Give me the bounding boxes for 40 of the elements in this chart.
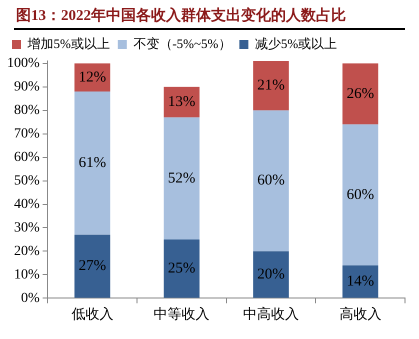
data-label: 13% bbox=[168, 94, 196, 110]
y-tick-label: 20% bbox=[14, 244, 40, 259]
x-tick-label: 中等收入 bbox=[154, 306, 210, 322]
chart-title: 图13：2022年中国各收入群体支出变化的人数占比 bbox=[14, 0, 405, 30]
y-tick-label: 80% bbox=[14, 102, 40, 118]
y-tick-label: 100% bbox=[6, 56, 40, 72]
x-tick-label: 低收入 bbox=[71, 306, 114, 322]
data-label: 60% bbox=[346, 186, 374, 203]
legend-label: 不变（-5%~5%） bbox=[133, 36, 232, 51]
y-tick-label: 70% bbox=[14, 126, 40, 142]
x-tick-label: 中高收入 bbox=[243, 306, 299, 322]
legend-label: 减少5%或以上 bbox=[254, 36, 338, 51]
bar bbox=[74, 234, 110, 298]
y-tick-label: 90% bbox=[14, 80, 40, 95]
data-label: 21% bbox=[257, 78, 285, 94]
y-tick-label: 0% bbox=[20, 290, 40, 306]
bar bbox=[164, 239, 200, 298]
data-label: 27% bbox=[78, 258, 106, 274]
data-label: 60% bbox=[257, 172, 285, 189]
data-label: 61% bbox=[78, 155, 106, 172]
y-tick-label: 10% bbox=[14, 267, 40, 282]
y-tick-label: 30% bbox=[14, 220, 40, 236]
data-label: 26% bbox=[346, 86, 374, 102]
data-label: 20% bbox=[257, 266, 285, 282]
bar bbox=[164, 117, 200, 240]
bar bbox=[342, 124, 378, 266]
bar bbox=[342, 63, 378, 124]
data-label: 25% bbox=[168, 260, 196, 277]
data-label: 52% bbox=[168, 170, 196, 186]
y-tick-label: 60% bbox=[14, 150, 40, 165]
bar bbox=[74, 92, 110, 235]
bar bbox=[253, 61, 289, 110]
bar bbox=[253, 110, 289, 252]
x-tick-label: 高收入 bbox=[339, 306, 382, 322]
y-tick-label: 50% bbox=[14, 173, 40, 188]
data-label: 14% bbox=[346, 273, 374, 290]
data-label: 12% bbox=[78, 69, 106, 86]
bar bbox=[253, 251, 289, 298]
y-tick-label: 40% bbox=[14, 196, 40, 212]
legend-label: 增加5%或以上 bbox=[26, 36, 110, 51]
